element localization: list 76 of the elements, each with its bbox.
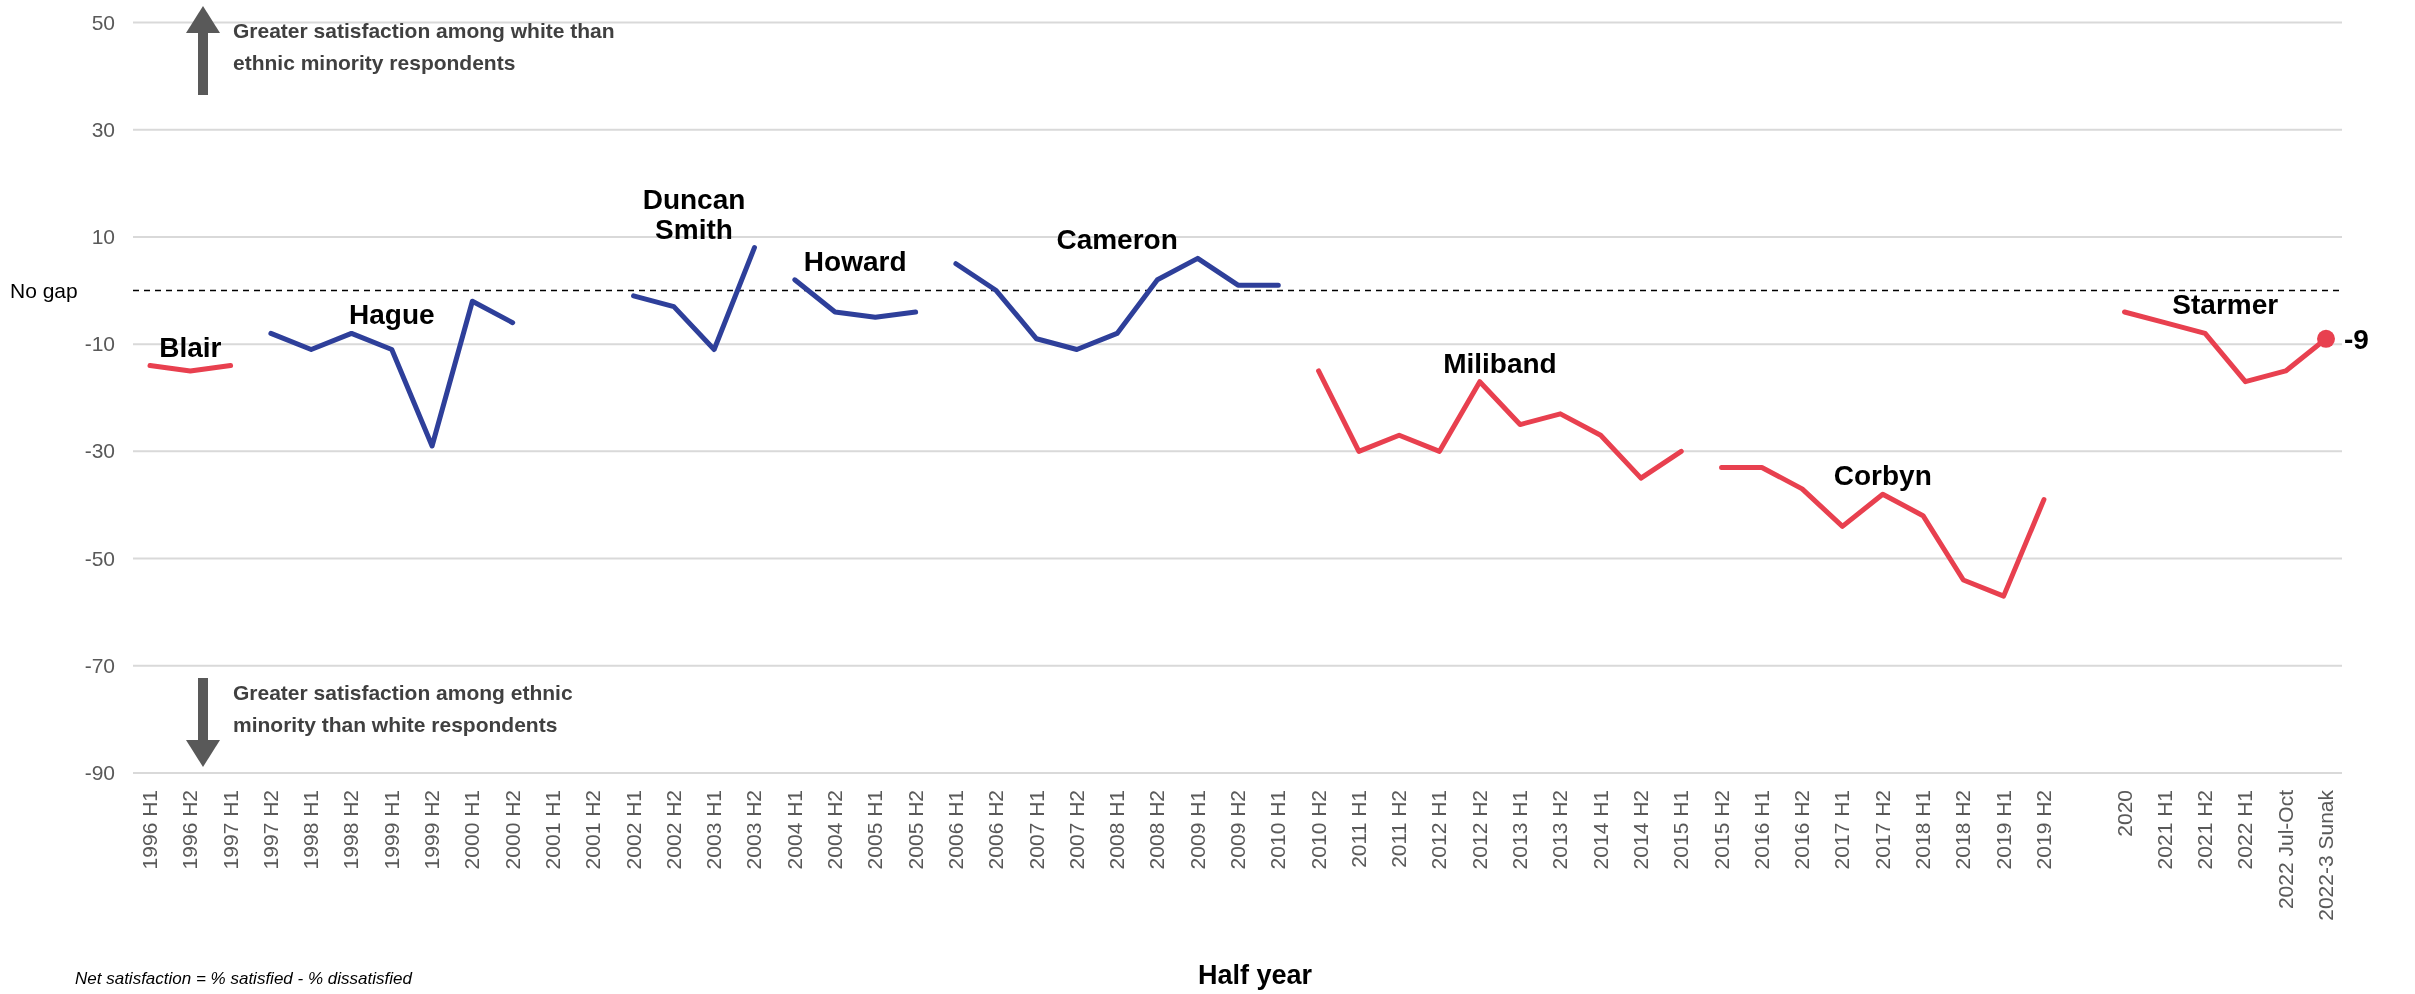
x-axis-title: Half year <box>1197 960 1313 990</box>
x-tick-label: 2007 H1 <box>1024 790 1048 870</box>
x-tick-label: 2005 H1 <box>863 790 887 870</box>
x-tick-label: 2012 H2 <box>1467 790 1491 870</box>
x-tick-label: 2021 H1 <box>2152 790 2176 870</box>
y-tick-label: -50 <box>84 546 115 570</box>
x-tick-label: 2014 H1 <box>1588 790 1612 870</box>
x-tick-label: 2011 H2 <box>1387 790 1411 868</box>
ref-line-label: No gap <box>10 278 78 302</box>
x-tick-label: 2018 H1 <box>1911 790 1935 870</box>
x-tick-label: 2001 H2 <box>581 790 605 870</box>
y-tick-label: -10 <box>84 332 115 356</box>
x-tick-label: 1996 H1 <box>138 790 161 870</box>
x-tick-label: 2021 H2 <box>2193 790 2217 870</box>
x-tick-label: 2013 H1 <box>1508 790 1532 870</box>
y-tick-label: 30 <box>91 117 115 141</box>
series-label: Starmer <box>2172 288 2279 320</box>
y-tick-label: -30 <box>84 439 115 463</box>
x-tick-label: 1998 H2 <box>339 790 363 870</box>
x-tick-label: 2015 H1 <box>1669 790 1693 870</box>
series-label: Duncan Smith <box>642 183 746 245</box>
x-tick-label: 2019 H1 <box>1991 790 2015 870</box>
x-tick-label: 2000 H1 <box>460 790 484 870</box>
x-tick-label: 2022-3 Sunak <box>2314 789 2337 921</box>
x-tick-label: 2019 H2 <box>2031 790 2055 870</box>
x-tick-label: 2002 H2 <box>661 790 685 870</box>
x-tick-label: 2008 H2 <box>1145 790 1169 870</box>
x-tick-label: 2017 H1 <box>1830 790 1854 870</box>
x-tick-label: 2012 H1 <box>1427 790 1451 870</box>
x-tick-label: 2020 <box>2112 790 2136 837</box>
x-tick-label: 2000 H2 <box>500 790 524 870</box>
x-tick-label: 1999 H1 <box>379 790 403 870</box>
x-tick-label: 2007 H2 <box>1064 790 1088 870</box>
x-tick-label: 2014 H2 <box>1628 790 1652 870</box>
x-tick-label: 2004 H1 <box>782 790 806 870</box>
x-tick-label: 2001 H1 <box>540 790 564 870</box>
series-label: Howard <box>803 245 907 277</box>
x-tick-label: 2003 H2 <box>742 790 766 870</box>
text: Net satisfaction = % satisfied - % dissatisfied <box>75 969 413 988</box>
x-tick-label: 2005 H2 <box>903 790 927 870</box>
x-tick-label: 2015 H2 <box>1709 790 1733 870</box>
x-tick-label: 2022 Jul-Oct <box>2273 789 2297 910</box>
series-label: Miliband <box>1443 347 1557 379</box>
x-tick-label: 2016 H2 <box>1790 790 1814 870</box>
series-label: Corbyn <box>1833 460 1932 492</box>
x-tick-label: 2010 H1 <box>1266 790 1290 870</box>
x-tick-label: 2022 H1 <box>2233 790 2257 870</box>
y-tick-label: 10 <box>91 224 115 248</box>
x-tick-label: 1999 H2 <box>420 790 444 870</box>
series-label: Cameron <box>1056 224 1178 256</box>
x-tick-label: 2006 H1 <box>943 790 967 870</box>
x-tick-label: 2009 H2 <box>1226 790 1249 870</box>
x-tick-label: 2003 H1 <box>702 790 726 870</box>
x-tick-label: 2013 H2 <box>1548 790 1572 870</box>
annotation: Greater satisfaction among white than ethnic minority respondents <box>233 19 615 74</box>
annotation: Greater satisfaction among ethnic minority than white respondents <box>233 681 573 736</box>
y-tick-label: 50 <box>91 10 115 34</box>
x-tick-label: 2011 H1 <box>1346 790 1370 868</box>
x-tick-label: 1998 H1 <box>299 790 323 870</box>
x-tick-label: 2002 H1 <box>621 790 645 870</box>
x-tick-label: 2006 H2 <box>984 790 1008 870</box>
x-tick-label: 2004 H2 <box>823 790 847 870</box>
x-tick-label: 2017 H2 <box>1870 790 1894 870</box>
x-tick-label: 1997 H2 <box>258 790 282 870</box>
x-tick-label: 2008 H1 <box>1105 790 1129 870</box>
x-tick-label: 1996 H2 <box>178 790 202 870</box>
x-tick-label: 2009 H1 <box>1185 790 1209 870</box>
series-label: Blair <box>159 331 222 363</box>
x-tick-label: 2010 H2 <box>1306 790 1330 870</box>
data-label: -9 <box>2344 323 2369 355</box>
series-label: Hague <box>348 299 435 331</box>
x-tick-label: 2016 H1 <box>1749 790 1773 870</box>
x-tick-label: 1997 H1 <box>218 790 242 870</box>
y-tick-label: -90 <box>84 761 115 784</box>
y-tick-label: -70 <box>84 653 115 677</box>
x-tick-label: 2018 H2 <box>1951 790 1975 870</box>
